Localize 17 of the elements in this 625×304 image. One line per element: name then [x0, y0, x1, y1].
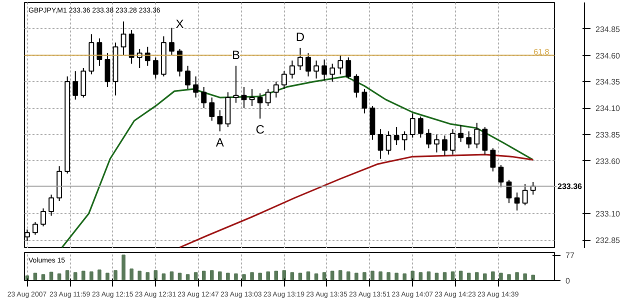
ref-line-label: 233.36: [558, 182, 583, 192]
annotation: B: [232, 48, 240, 62]
y-tick-label: 233.60: [596, 156, 621, 166]
y-tick-label: 233.85: [596, 130, 621, 140]
y-tick-label: 234.85: [596, 24, 621, 34]
y-tick-label: 0: [566, 276, 570, 286]
annotation: X: [176, 16, 184, 31]
y-tick-label: 234.60: [596, 51, 621, 60]
annotation: 61.8: [534, 47, 550, 56]
annotation: C: [256, 122, 265, 137]
y-tick-label: 232.85: [596, 236, 621, 246]
annotation: A: [216, 135, 224, 150]
y-tick-label: 234.10: [596, 104, 621, 114]
y-tick-label: 233.10: [596, 210, 621, 219]
y-tick-label: 234.35: [596, 78, 621, 87]
annotation: D: [296, 30, 305, 44]
y-tick-label: 77: [566, 251, 575, 260]
